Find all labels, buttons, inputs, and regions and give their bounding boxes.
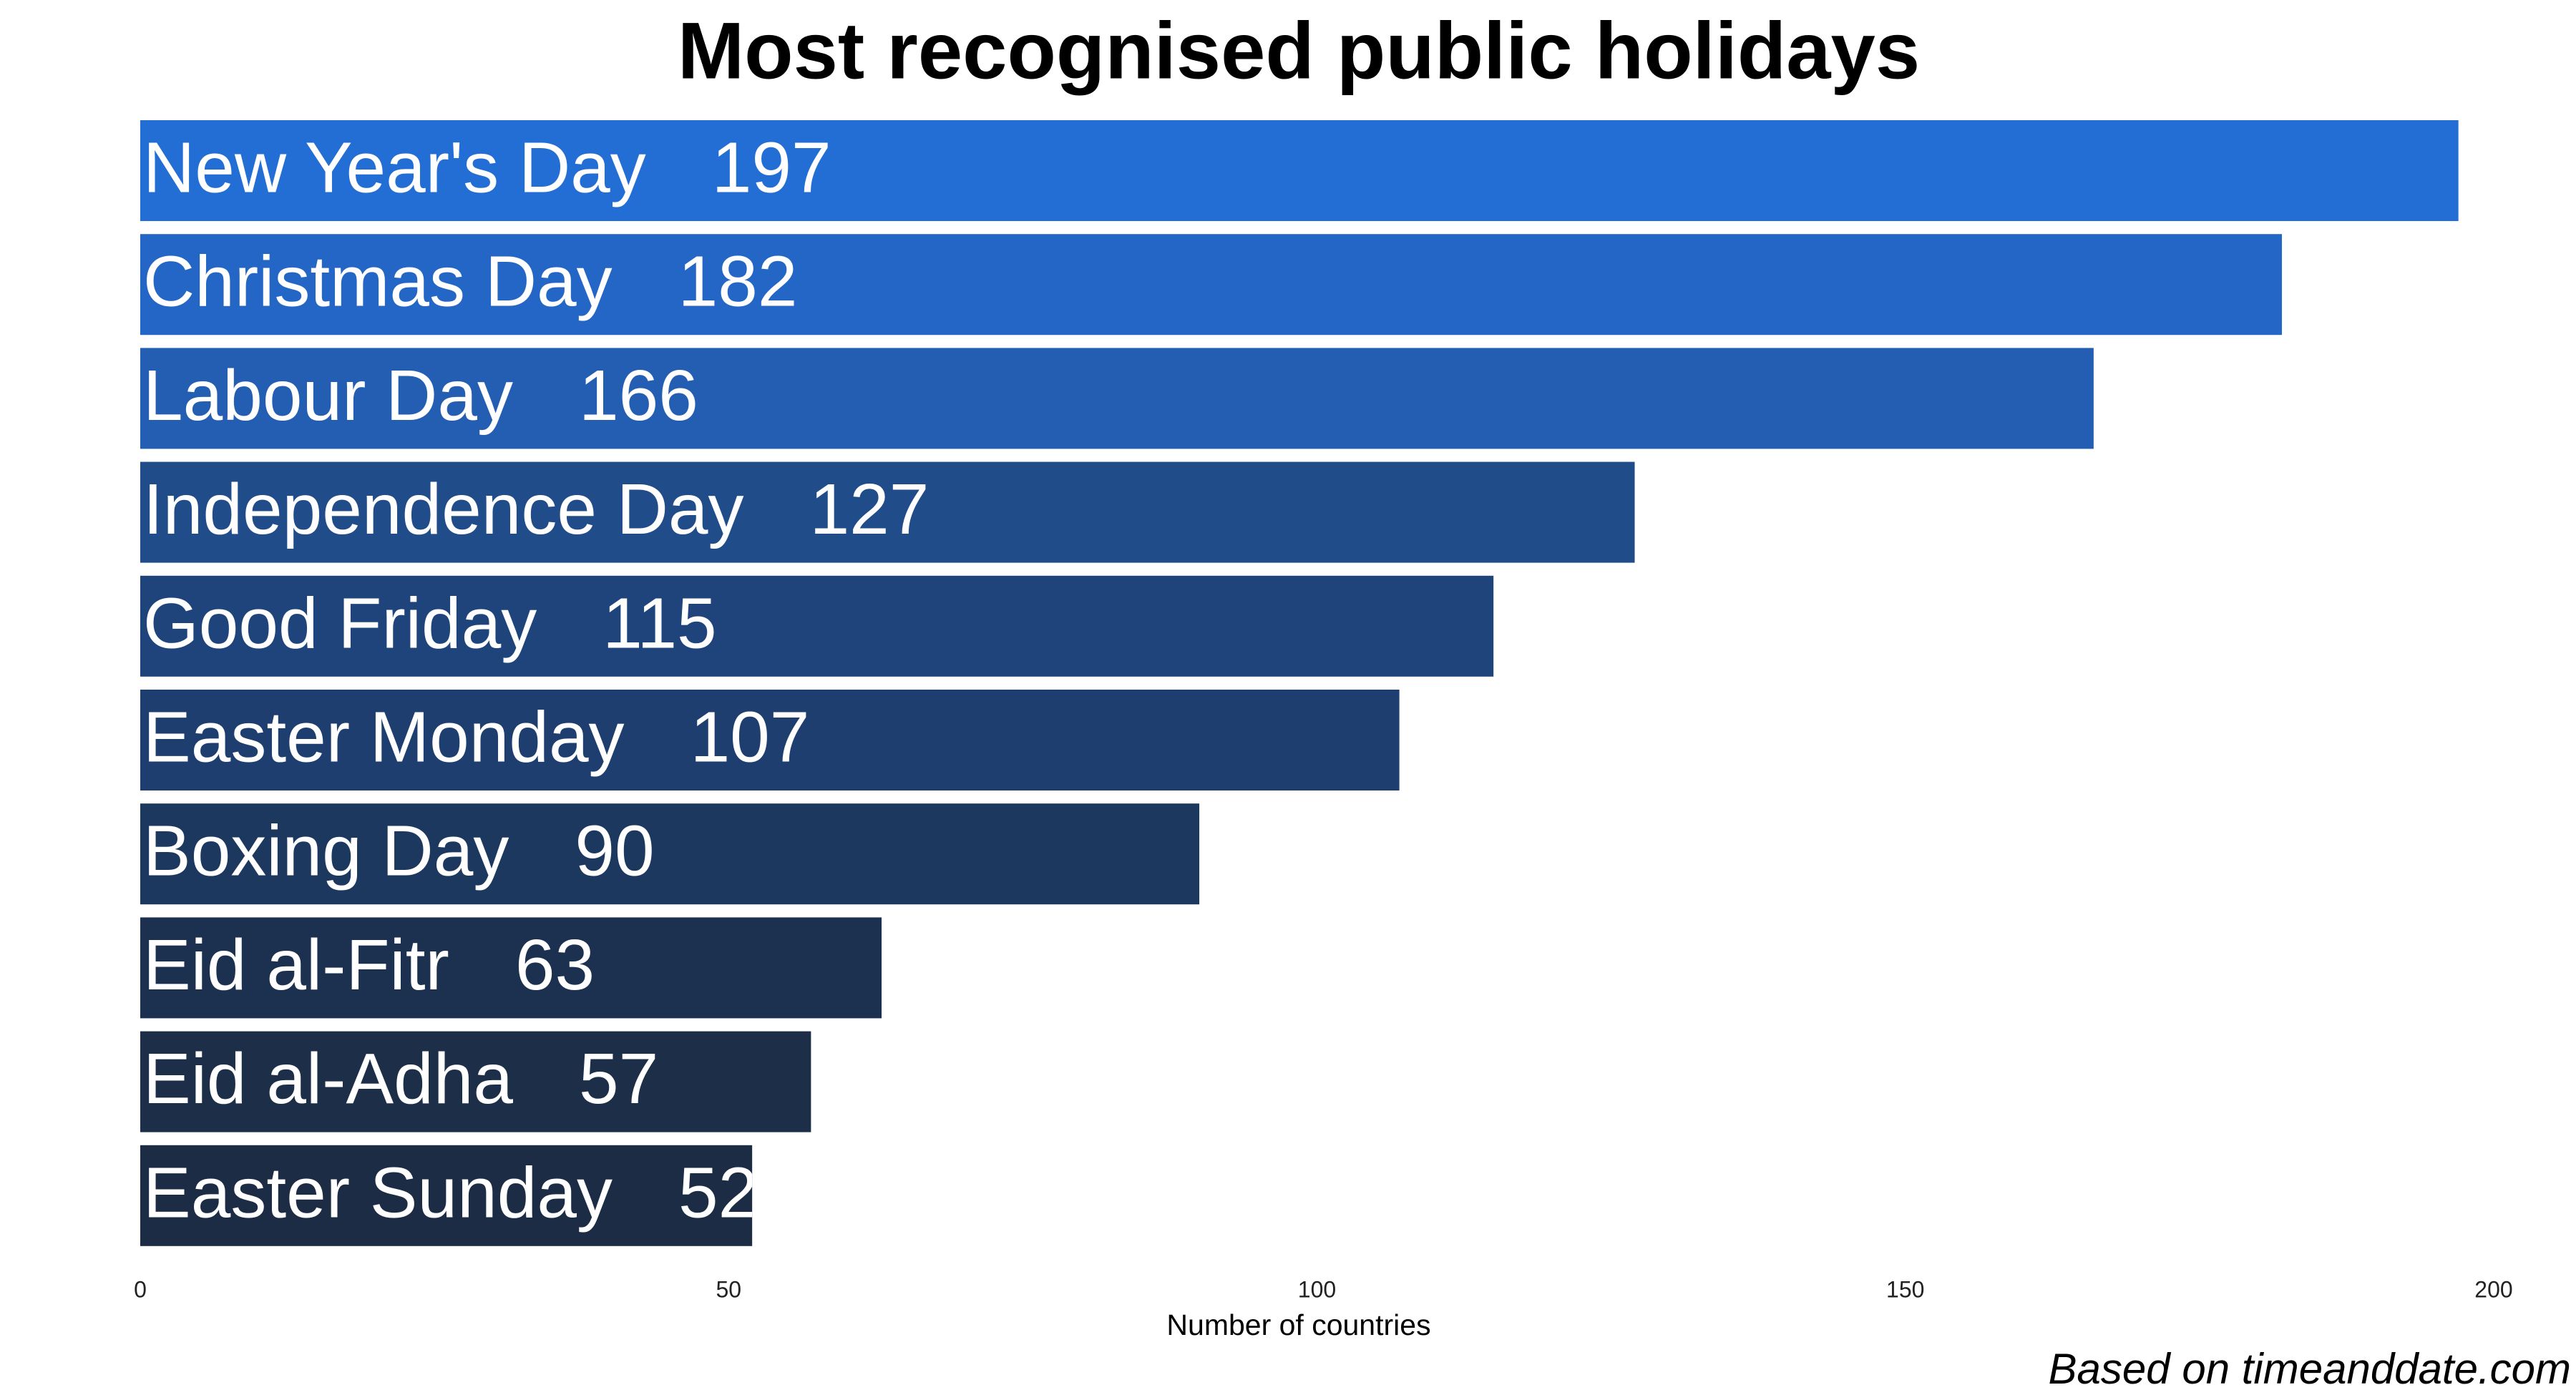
value-label: 115 bbox=[602, 584, 716, 664]
category-label: Boxing Day bbox=[143, 811, 509, 891]
category-label: Eid al-Fitr bbox=[143, 925, 449, 1005]
bar-label: Easter Sunday 52 bbox=[143, 1153, 758, 1233]
bar-label: Labour Day 166 bbox=[143, 356, 698, 436]
chart-title: Most recognised public holidays bbox=[678, 6, 1920, 96]
bar bbox=[140, 461, 1635, 563]
bar bbox=[140, 917, 882, 1019]
category-label: Independence Day bbox=[143, 470, 744, 550]
x-tick-label: 100 bbox=[1298, 1276, 1336, 1302]
category-label: New Year's Day bbox=[143, 128, 646, 208]
bar bbox=[140, 1031, 811, 1132]
category-label: Good Friday bbox=[143, 584, 537, 664]
bar bbox=[140, 348, 2094, 449]
value-label: 127 bbox=[810, 470, 930, 550]
value-label: 107 bbox=[691, 698, 810, 778]
bar-label: Eid al-Fitr 63 bbox=[143, 925, 595, 1005]
value-label: 182 bbox=[678, 242, 798, 322]
value-label: 197 bbox=[712, 128, 831, 208]
bar bbox=[140, 120, 2459, 221]
category-label: Easter Monday bbox=[143, 698, 625, 778]
bar bbox=[140, 1145, 753, 1246]
x-axis-label: Number of countries bbox=[1166, 1308, 1430, 1341]
category-label: Christmas Day bbox=[143, 242, 613, 322]
x-tick-label: 150 bbox=[1886, 1276, 1924, 1302]
bar-label: New Year's Day 197 bbox=[143, 128, 831, 208]
bar bbox=[140, 234, 2282, 336]
value-label: 57 bbox=[579, 1039, 658, 1120]
bar bbox=[140, 575, 1494, 677]
bar-label: Easter Monday 107 bbox=[143, 698, 809, 778]
value-label: 52 bbox=[678, 1153, 758, 1233]
bar-label: Christmas Day 182 bbox=[143, 242, 798, 322]
bar-label: Eid al-Adha 57 bbox=[143, 1039, 658, 1120]
bar bbox=[140, 690, 1400, 790]
value-label: 90 bbox=[575, 811, 654, 891]
bar-label: Good Friday 115 bbox=[143, 584, 717, 664]
value-label: 63 bbox=[515, 925, 595, 1005]
category-label: Easter Sunday bbox=[143, 1153, 613, 1233]
bar-label: Boxing Day 90 bbox=[143, 811, 655, 891]
category-label: Eid al-Adha bbox=[143, 1039, 513, 1120]
bar bbox=[140, 803, 1200, 905]
x-tick-label: 0 bbox=[134, 1276, 147, 1302]
category-label: Labour Day bbox=[143, 356, 513, 436]
x-tick-label: 50 bbox=[716, 1276, 741, 1302]
x-tick-label: 200 bbox=[2474, 1276, 2512, 1302]
bar-label: Independence Day 127 bbox=[143, 470, 929, 550]
value-label: 166 bbox=[579, 356, 698, 436]
source-note: Based on timeanddate.com bbox=[2049, 1345, 2571, 1393]
